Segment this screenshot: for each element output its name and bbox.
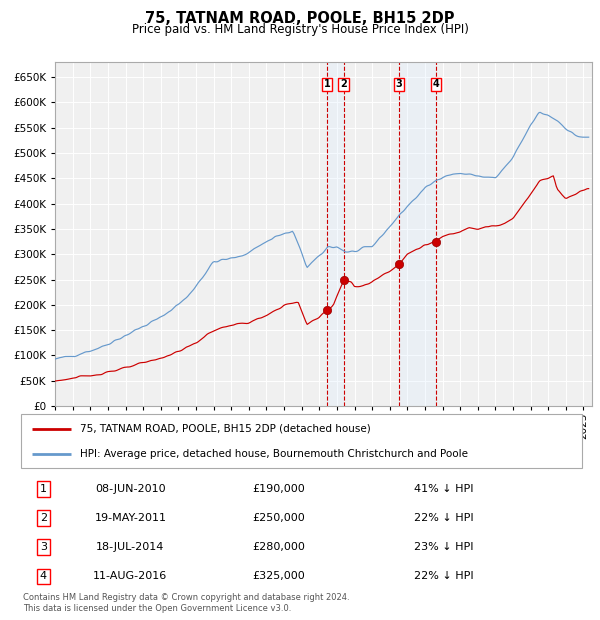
- Text: 3: 3: [40, 542, 47, 552]
- Text: 75, TATNAM ROAD, POOLE, BH15 2DP: 75, TATNAM ROAD, POOLE, BH15 2DP: [145, 11, 455, 26]
- Text: 22% ↓ HPI: 22% ↓ HPI: [414, 513, 473, 523]
- Text: £280,000: £280,000: [253, 542, 305, 552]
- Text: 4: 4: [40, 571, 47, 582]
- Text: 08-JUN-2010: 08-JUN-2010: [95, 484, 166, 494]
- Text: 3: 3: [396, 79, 403, 89]
- Text: 22% ↓ HPI: 22% ↓ HPI: [414, 571, 473, 582]
- Bar: [399, 62, 436, 406]
- Text: 4: 4: [433, 79, 439, 89]
- FancyBboxPatch shape: [21, 414, 582, 468]
- Text: 11-AUG-2016: 11-AUG-2016: [93, 571, 167, 582]
- Text: 75, TATNAM ROAD, POOLE, BH15 2DP (detached house): 75, TATNAM ROAD, POOLE, BH15 2DP (detach…: [80, 424, 371, 434]
- Text: 18-JUL-2014: 18-JUL-2014: [96, 542, 164, 552]
- Text: £190,000: £190,000: [253, 484, 305, 494]
- Text: 1: 1: [40, 484, 47, 494]
- Text: 2: 2: [340, 79, 347, 89]
- Text: HPI: Average price, detached house, Bournemouth Christchurch and Poole: HPI: Average price, detached house, Bour…: [80, 450, 468, 459]
- Text: 41% ↓ HPI: 41% ↓ HPI: [414, 484, 473, 494]
- Text: 19-MAY-2011: 19-MAY-2011: [94, 513, 166, 523]
- Bar: [327, 62, 344, 406]
- Text: 1: 1: [323, 79, 331, 89]
- Text: 2: 2: [40, 513, 47, 523]
- Text: £325,000: £325,000: [253, 571, 305, 582]
- Text: Contains HM Land Registry data © Crown copyright and database right 2024.
This d: Contains HM Land Registry data © Crown c…: [23, 593, 349, 613]
- Text: £250,000: £250,000: [253, 513, 305, 523]
- Text: Price paid vs. HM Land Registry's House Price Index (HPI): Price paid vs. HM Land Registry's House …: [131, 23, 469, 36]
- Text: 23% ↓ HPI: 23% ↓ HPI: [414, 542, 473, 552]
